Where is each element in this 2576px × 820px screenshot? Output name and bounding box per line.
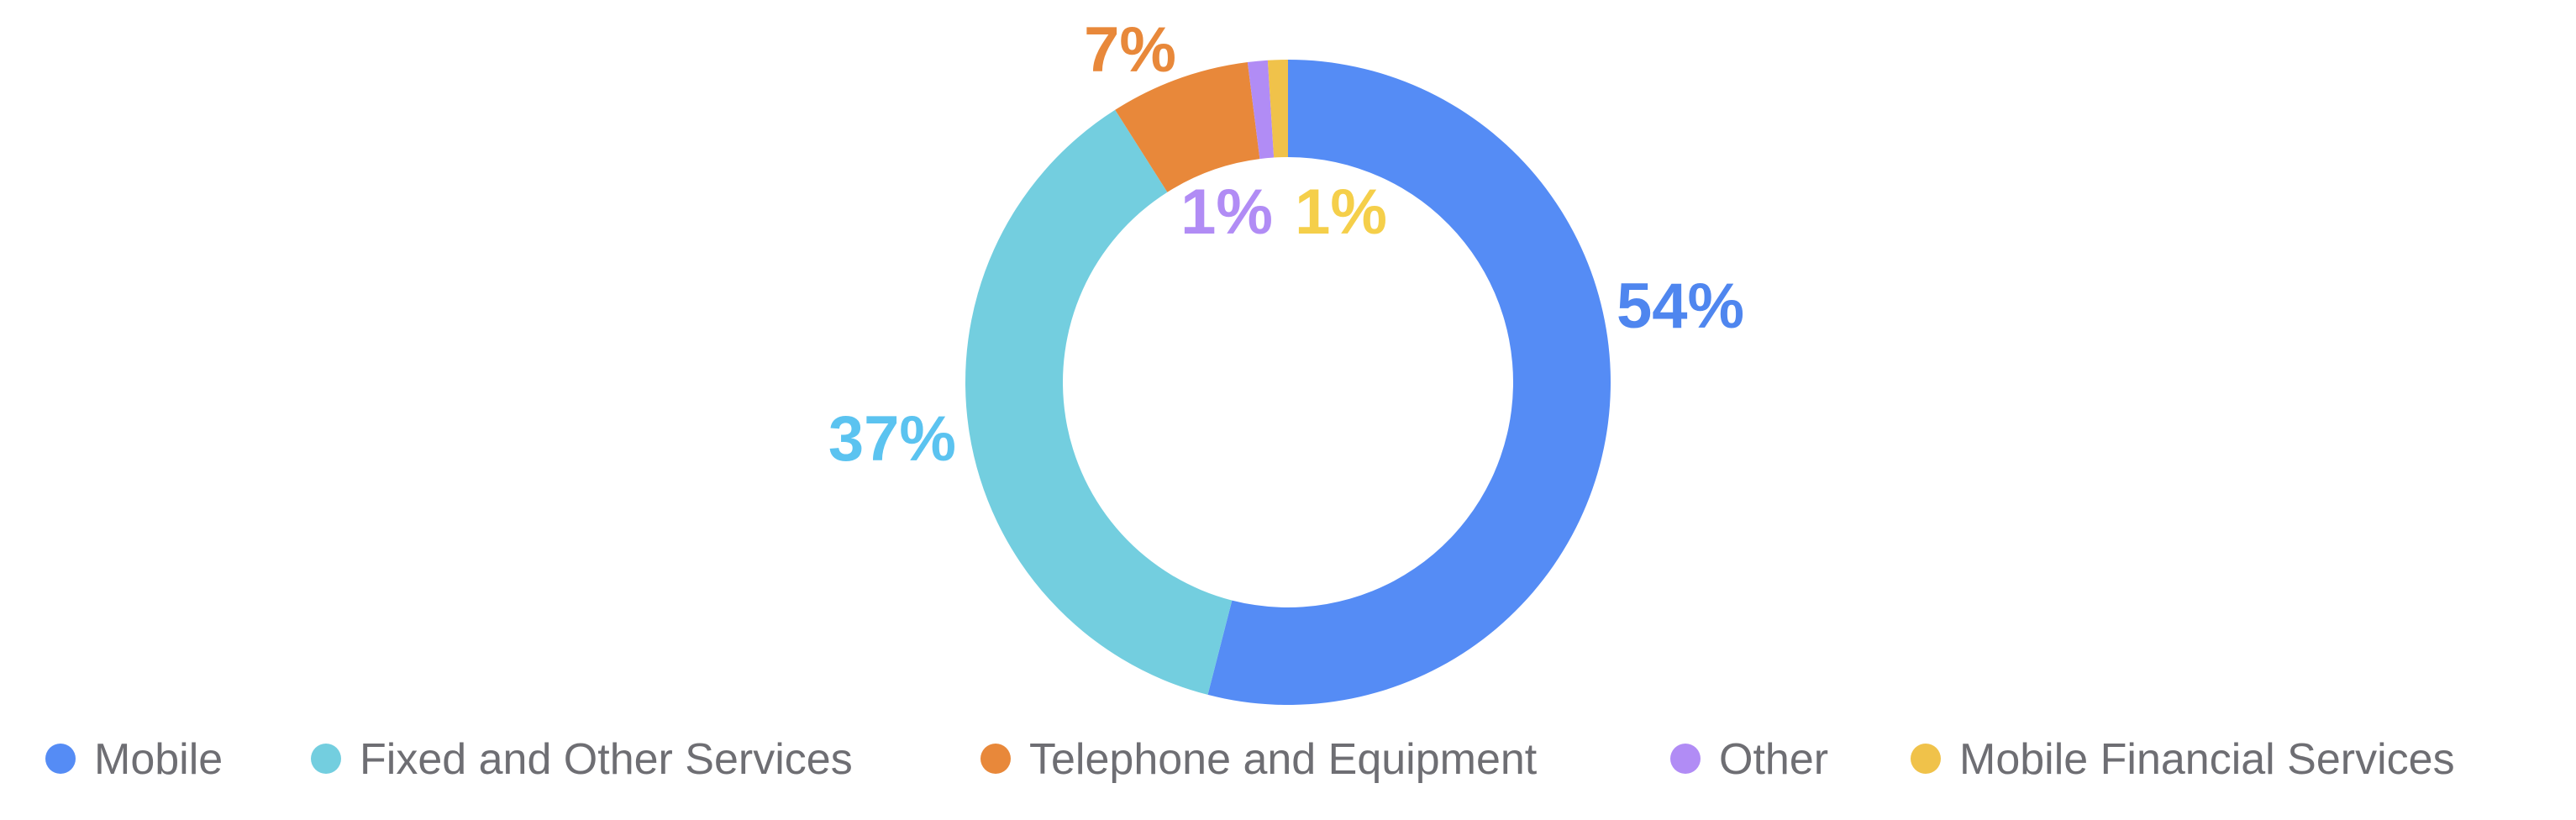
legend-item-fixed-and-other-services[interactable]: Fixed and Other Services bbox=[311, 735, 853, 784]
slice-label-mobile-financial-services: 1% bbox=[1295, 176, 1387, 248]
legend-label: Mobile Financial Services bbox=[1959, 735, 2455, 784]
slice-label-telephone-and-equipment: 7% bbox=[1084, 14, 1176, 86]
legend-marker-icon bbox=[980, 744, 1011, 774]
legend-marker-icon bbox=[1670, 744, 1701, 774]
legend-label: Telephone and Equipment bbox=[1029, 735, 1538, 784]
slice-mobile[interactable] bbox=[1207, 60, 1611, 705]
legend-item-other[interactable]: Other bbox=[1670, 735, 1828, 784]
donut-slices bbox=[965, 60, 1611, 705]
slice-label-other: 1% bbox=[1180, 176, 1273, 248]
legend-label: Other bbox=[1719, 735, 1828, 784]
slice-mobile-financial-services[interactable] bbox=[1267, 60, 1288, 158]
legend-label: Mobile bbox=[94, 735, 223, 784]
legend-item-mobile[interactable]: Mobile bbox=[45, 735, 223, 784]
legend-label: Fixed and Other Services bbox=[360, 735, 853, 784]
slice-label-mobile: 54% bbox=[1617, 271, 1744, 342]
slice-telephone-and-equipment[interactable] bbox=[1115, 62, 1260, 192]
slice-other[interactable] bbox=[1247, 60, 1275, 160]
legend-marker-icon bbox=[311, 744, 341, 774]
legend-marker-icon bbox=[1911, 744, 1941, 774]
slice-label-fixed-and-other-services: 37% bbox=[828, 403, 956, 475]
slice-fixed-and-other-services[interactable] bbox=[965, 109, 1233, 695]
legend-item-telephone-and-equipment[interactable]: Telephone and Equipment bbox=[980, 735, 1538, 784]
legend-item-mobile-financial-services[interactable]: Mobile Financial Services bbox=[1911, 735, 2455, 784]
legend-marker-icon bbox=[45, 744, 76, 774]
legend: Mobile Fixed and Other Services Telephone … bbox=[45, 735, 2455, 784]
slice-labels: 54% 37% 7% 1% 1% bbox=[828, 14, 1744, 475]
